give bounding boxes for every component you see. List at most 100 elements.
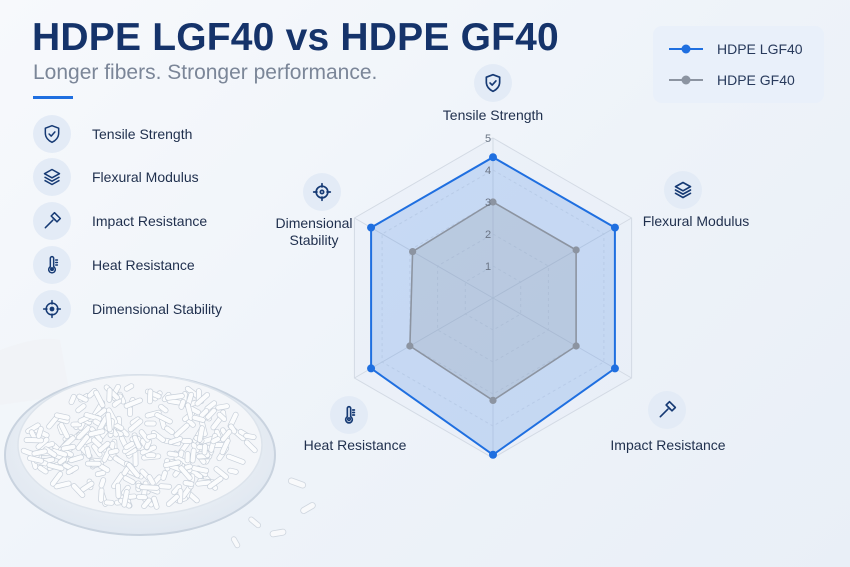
data-point	[409, 248, 417, 256]
pellet	[165, 393, 185, 401]
axis-label: Heat Resistance	[304, 437, 407, 453]
pellet	[58, 422, 70, 440]
data-point	[572, 342, 580, 350]
pellet	[243, 439, 258, 454]
pellet	[189, 447, 197, 464]
data-point	[610, 223, 619, 232]
pellet	[97, 440, 111, 453]
feature-item-impact-resistance: Impact Resistance	[33, 201, 263, 241]
legend-swatch	[669, 75, 703, 85]
thermometer-icon	[330, 396, 368, 434]
data-point	[572, 246, 580, 254]
data-point	[489, 153, 497, 162]
data-point	[610, 364, 619, 373]
axis-label: Impact Resistance	[610, 437, 725, 453]
data-point	[489, 198, 497, 206]
pellet-dish-illustration	[0, 338, 316, 549]
pellet	[83, 412, 103, 422]
pellet	[106, 387, 113, 403]
pellet	[46, 462, 65, 472]
pellet	[27, 455, 45, 464]
pellet	[54, 412, 71, 421]
data-point	[489, 396, 497, 404]
thermometer-icon	[33, 246, 71, 284]
pellet	[225, 453, 246, 465]
pellet	[243, 432, 257, 441]
pellet	[210, 436, 221, 445]
feature-label: Heat Resistance	[92, 257, 195, 273]
pellet	[184, 451, 191, 464]
pellet	[76, 425, 92, 441]
pellet	[84, 445, 92, 459]
pellet	[205, 407, 217, 420]
pellet	[35, 425, 44, 439]
pellet	[219, 437, 231, 456]
pellet	[127, 418, 144, 433]
tick-label: 4	[485, 165, 491, 177]
radar-ticks: 1 2 3 4 5	[485, 133, 491, 273]
data-point	[367, 364, 376, 373]
pellet	[76, 393, 89, 403]
axis-label: Tensile Strength	[443, 107, 543, 123]
grid-spoke	[354, 217, 494, 299]
tick-label: 2	[485, 229, 491, 241]
page-title: HDPE LGF40 vs HDPE GF40	[32, 16, 559, 59]
pellet	[164, 425, 175, 435]
tick-label: 1	[485, 261, 491, 273]
pellet	[98, 477, 107, 489]
pellet	[115, 482, 122, 499]
legend-swatch	[669, 44, 703, 54]
pellet	[57, 456, 68, 466]
pellet	[71, 483, 86, 498]
axis-labels: Tensile Strength Flexural Modulus Impact R…	[275, 64, 749, 453]
pellet	[105, 411, 113, 433]
pellet	[65, 464, 79, 476]
pellet	[123, 383, 135, 392]
tick-label: 5	[485, 133, 491, 145]
legend-item-gf40: HDPE GF40	[669, 70, 795, 90]
series-gf40	[406, 198, 580, 404]
feature-label: Flexural Modulus	[92, 169, 199, 185]
grid-spoke	[354, 297, 494, 379]
feature-label: Dimensional Stability	[92, 301, 222, 317]
feature-label: Tensile Strength	[92, 126, 193, 142]
pellet	[154, 412, 173, 425]
chart-legend: HDPE LGF40 HDPE GF40	[653, 26, 824, 103]
pellet	[201, 443, 208, 456]
feature-item-dimensional-stability: Dimensional Stability	[33, 289, 263, 329]
pellet	[139, 484, 160, 491]
feature-item-tensile-strength: Tensile Strength	[33, 114, 263, 154]
pellets	[20, 383, 258, 510]
pellet	[158, 403, 169, 414]
pellet	[173, 422, 190, 439]
pellet	[84, 460, 102, 467]
shield-check-icon	[33, 115, 71, 153]
crosshair-icon	[33, 290, 71, 328]
pellet	[87, 428, 106, 438]
pellet	[227, 467, 239, 475]
pellet	[146, 433, 158, 440]
pellet	[37, 464, 49, 475]
data-point	[489, 450, 497, 459]
pellet	[151, 495, 160, 510]
pellet	[220, 429, 233, 443]
pellet	[178, 399, 186, 410]
legend-label: HDPE LGF40	[717, 41, 803, 57]
tick-label: 3	[485, 197, 491, 209]
pellet	[144, 452, 157, 459]
feature-item-heat-resistance: Heat Resistance	[33, 245, 263, 285]
pellet	[53, 480, 72, 490]
shield-check-icon	[474, 64, 512, 102]
page-subtitle: Longer fibers. Stronger performance.	[33, 61, 378, 84]
pellet	[31, 448, 48, 457]
grid-spoke	[492, 297, 632, 379]
pellet	[215, 403, 230, 411]
series-lgf40	[367, 153, 619, 459]
pellet	[93, 389, 106, 409]
feature-label: Impact Resistance	[92, 213, 208, 229]
radar-grid	[353, 137, 633, 459]
axis-label: Flexural Modulus	[643, 213, 750, 229]
pellet	[68, 393, 77, 405]
pellet	[196, 425, 205, 443]
pellet	[147, 388, 154, 405]
